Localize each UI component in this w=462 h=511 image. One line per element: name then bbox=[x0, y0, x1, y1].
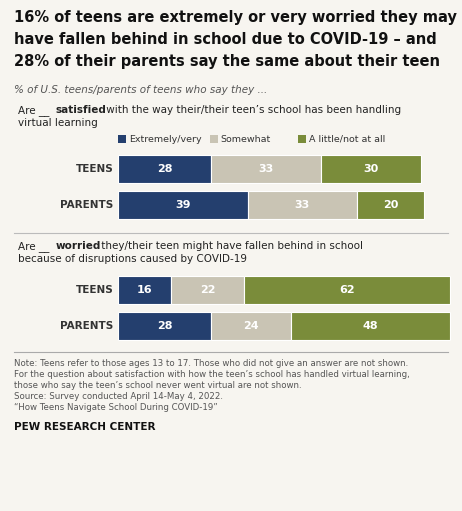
Bar bbox=[118, 312, 211, 340]
Text: PEW RESEARCH CENTER: PEW RESEARCH CENTER bbox=[14, 422, 156, 432]
Bar bbox=[291, 312, 450, 340]
Text: 28: 28 bbox=[157, 164, 172, 174]
Text: 39: 39 bbox=[175, 200, 190, 210]
Text: 62: 62 bbox=[340, 285, 355, 295]
Text: 30: 30 bbox=[363, 164, 378, 174]
Text: Somewhat: Somewhat bbox=[221, 134, 271, 144]
Bar bbox=[298, 135, 306, 143]
Text: Note: Teens refer to those ages 13 to 17. Those who did not give an answer are n: Note: Teens refer to those ages 13 to 17… bbox=[14, 359, 408, 368]
Text: 20: 20 bbox=[383, 200, 398, 210]
Text: they/their teen might have fallen behind in school: they/their teen might have fallen behind… bbox=[98, 241, 363, 251]
Text: PARENTS: PARENTS bbox=[60, 200, 113, 210]
Bar bbox=[171, 276, 244, 304]
Text: Source: Survey conducted April 14-May 4, 2022.: Source: Survey conducted April 14-May 4,… bbox=[14, 392, 223, 401]
Text: 48: 48 bbox=[363, 321, 378, 331]
Text: For the question about satisfaction with how the teen’s school has handled virtu: For the question about satisfaction with… bbox=[14, 370, 410, 379]
Text: 28: 28 bbox=[157, 321, 172, 331]
Text: virtual learning: virtual learning bbox=[18, 118, 98, 128]
Text: TEENS: TEENS bbox=[75, 164, 113, 174]
Text: Are __: Are __ bbox=[18, 241, 53, 252]
Text: 24: 24 bbox=[243, 321, 259, 331]
Text: % of U.S. teens/parents of teens who say they ...: % of U.S. teens/parents of teens who say… bbox=[14, 85, 267, 95]
Text: TEENS: TEENS bbox=[75, 285, 113, 295]
Bar bbox=[118, 276, 171, 304]
Text: Are __: Are __ bbox=[18, 105, 53, 116]
Text: worried: worried bbox=[56, 241, 101, 251]
Bar bbox=[357, 191, 424, 219]
Text: have fallen behind in school due to COVID-19 – and: have fallen behind in school due to COVI… bbox=[14, 32, 437, 47]
Text: 33: 33 bbox=[258, 164, 274, 174]
Text: Extremely/very: Extremely/very bbox=[129, 134, 201, 144]
Text: A little/not at all: A little/not at all bbox=[309, 134, 385, 144]
Bar bbox=[244, 276, 450, 304]
Text: PARENTS: PARENTS bbox=[60, 321, 113, 331]
Bar bbox=[211, 155, 321, 183]
Text: because of disruptions caused by COVID-19: because of disruptions caused by COVID-1… bbox=[18, 254, 247, 264]
Text: satisfied: satisfied bbox=[56, 105, 107, 115]
Text: those who say the teen’s school never went virtual are not shown.: those who say the teen’s school never we… bbox=[14, 381, 302, 390]
Text: “How Teens Navigate School During COVID-19”: “How Teens Navigate School During COVID-… bbox=[14, 403, 218, 412]
Bar bbox=[321, 155, 420, 183]
Text: 16: 16 bbox=[137, 285, 152, 295]
Bar bbox=[248, 191, 357, 219]
Bar bbox=[118, 155, 211, 183]
Bar bbox=[210, 135, 218, 143]
Text: 16% of teens are extremely or very worried they may: 16% of teens are extremely or very worri… bbox=[14, 10, 457, 25]
Bar bbox=[211, 312, 291, 340]
Bar bbox=[118, 191, 248, 219]
Text: 28% of their parents say the same about their teen: 28% of their parents say the same about … bbox=[14, 54, 440, 69]
Bar bbox=[118, 135, 126, 143]
Text: with the way their/their teen’s school has been handling: with the way their/their teen’s school h… bbox=[103, 105, 401, 115]
Text: 22: 22 bbox=[200, 285, 215, 295]
Text: 33: 33 bbox=[295, 200, 310, 210]
